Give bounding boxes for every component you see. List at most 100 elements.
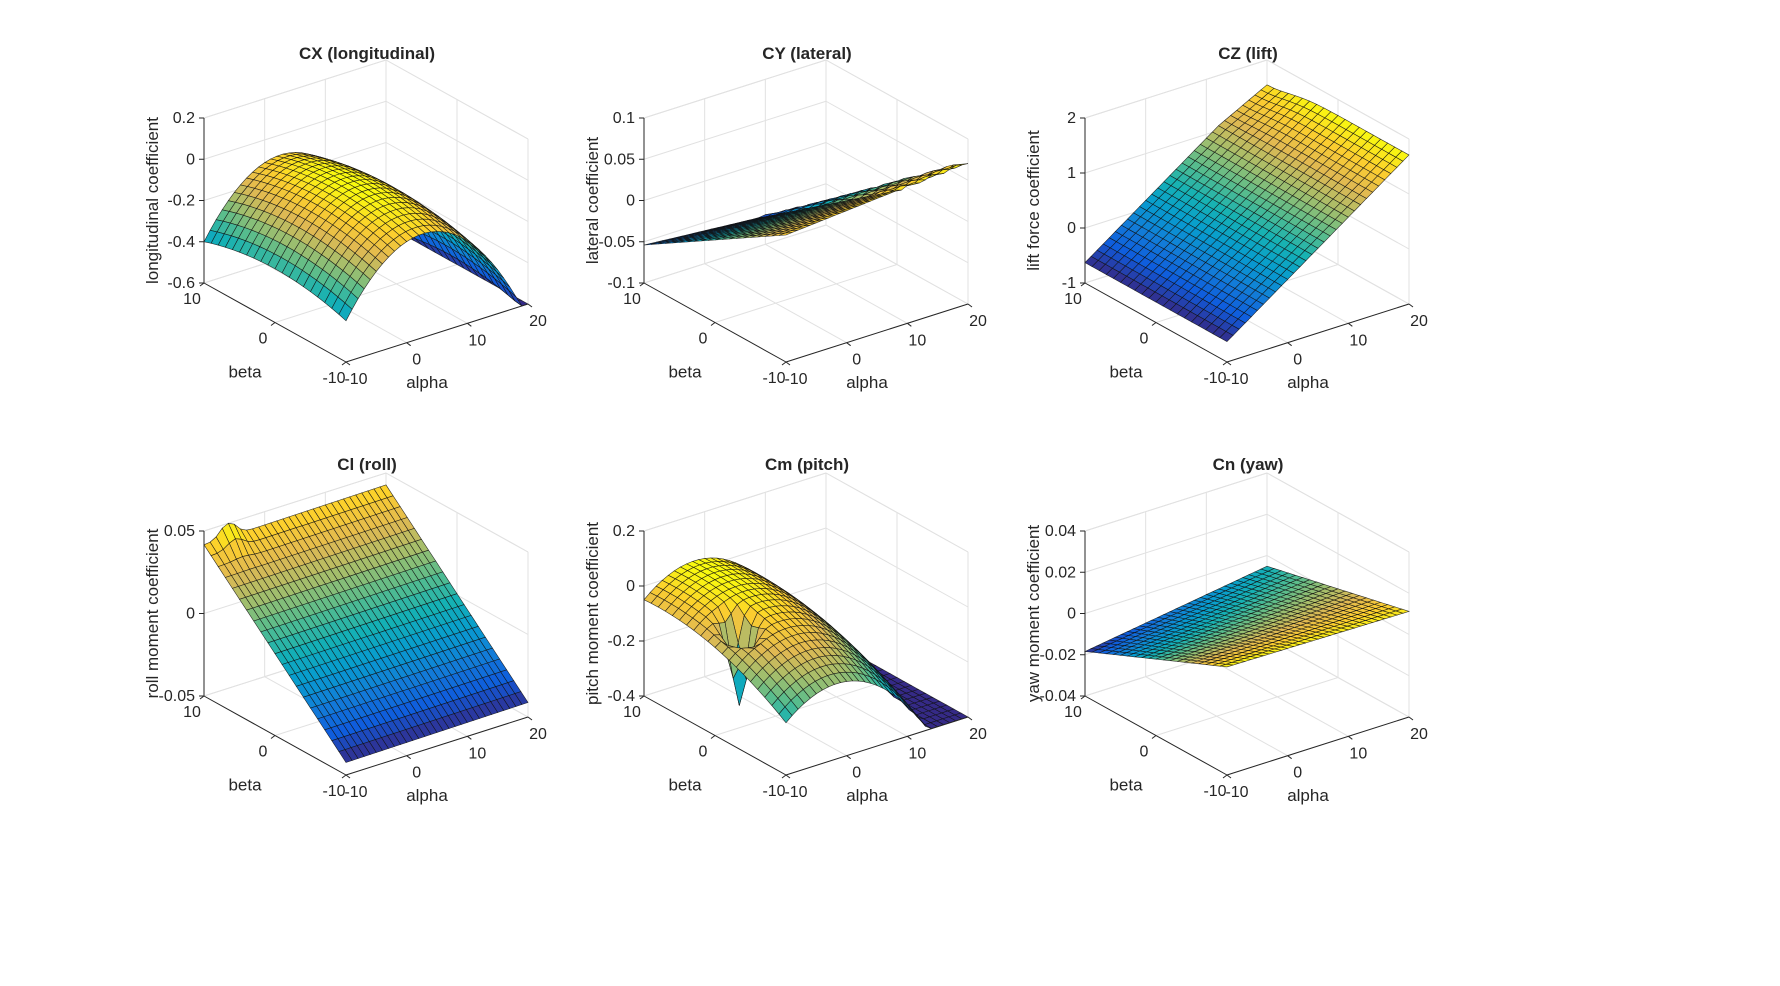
grid-line: [1266, 513, 1410, 594]
x-tick-mark: [1287, 755, 1292, 760]
box-edge: [643, 59, 827, 119]
x-tick-label: -10: [344, 371, 367, 388]
grid-line: [825, 582, 969, 663]
x-tick-label: -10: [1225, 371, 1248, 388]
x-tick-label: 0: [412, 765, 421, 782]
box-edge: [203, 472, 387, 532]
x-tick-mark: [785, 774, 791, 779]
z-tick-label: 1: [1067, 165, 1076, 182]
x-tick-mark: [1226, 774, 1232, 779]
z-tick-label: -0.2: [167, 193, 195, 210]
grid-line: [385, 100, 529, 181]
x-tick-label: 20: [1410, 726, 1428, 743]
z-tick-label: -0.4: [607, 688, 635, 705]
x-axis-line: [785, 303, 969, 363]
z-tick-label: 0.04: [1045, 523, 1076, 540]
x-tick-label: 20: [529, 313, 547, 330]
z-tick-label: -0.2: [607, 633, 635, 650]
x-tick-mark: [345, 361, 351, 366]
surface-plot: [643, 557, 969, 729]
surface-patch: [338, 302, 353, 322]
x-tick-label: -10: [784, 371, 807, 388]
z-tick-label: 0: [186, 606, 195, 623]
z-tick-label: 0.02: [1045, 564, 1076, 581]
z-axis-label: pitch moment coefficient: [583, 522, 602, 705]
y-tick-mark: [781, 774, 787, 779]
surface-plot: [1084, 84, 1410, 342]
z-tick-label: 0.05: [164, 523, 195, 540]
z-tick-label: -0.05: [159, 688, 196, 705]
x-tick-mark: [1408, 716, 1414, 721]
x-tick-label: 20: [529, 726, 547, 743]
z-tick-label: 0: [626, 578, 635, 595]
z-axis-label: yaw moment coefficient: [1024, 525, 1043, 703]
grid-line: [643, 183, 827, 243]
x-tick-label: -10: [344, 784, 367, 801]
x-tick-label: -10: [784, 784, 807, 801]
y-tick-mark: [781, 361, 787, 366]
x-tick-label: 20: [969, 313, 987, 330]
y-tick-mark: [270, 735, 276, 739]
z-tick-label: 0: [626, 193, 635, 210]
x-axis-line: [1226, 716, 1410, 776]
z-tick-label: 0: [186, 151, 195, 168]
subplot-title: CY (lateral): [762, 44, 851, 63]
surface-plot: [643, 163, 969, 246]
surface-patch: [338, 749, 353, 763]
x-tick-label: 10: [468, 332, 486, 349]
subplot-title: Cl (roll): [337, 455, 397, 474]
y-tick-mark: [1222, 361, 1228, 366]
y-tick-label: 10: [1064, 704, 1082, 721]
x-tick-mark: [1408, 303, 1414, 308]
surface-patch: [1219, 331, 1234, 342]
z-tick-label: -0.1: [607, 275, 635, 292]
x-axis-label: alpha: [406, 373, 448, 392]
z-axis-label: roll moment coefficient: [143, 528, 162, 698]
y-tick-label: 10: [1064, 291, 1082, 308]
grid-line: [825, 527, 969, 608]
y-tick-label: -10: [762, 370, 785, 387]
surface-plot: [1083, 565, 1410, 668]
y-tick-mark: [1151, 322, 1157, 326]
y-tick-label: -10: [1203, 370, 1226, 387]
grid-line: [643, 224, 827, 284]
x-tick-mark: [846, 342, 851, 347]
x-tick-label: 10: [1349, 745, 1367, 762]
x-axis-label: alpha: [1287, 786, 1329, 805]
grid-line: [274, 264, 458, 323]
box-edge: [643, 472, 827, 532]
z-tick-label: 0.1: [613, 110, 635, 127]
y-tick-label: 10: [623, 704, 641, 721]
x-axis-line: [345, 303, 529, 363]
surface-patch: [778, 232, 793, 236]
x-tick-mark: [1226, 361, 1232, 366]
box-edge: [385, 59, 529, 140]
grid-line: [643, 100, 827, 160]
y-tick-label: 0: [1140, 744, 1149, 761]
box-edge: [1266, 59, 1410, 140]
subplot-title: CZ (lift): [1218, 44, 1277, 63]
y-tick-mark: [1222, 774, 1228, 779]
y-tick-label: -10: [762, 783, 785, 800]
y-tick-label: 0: [259, 331, 268, 348]
grid-line: [643, 142, 827, 201]
x-tick-mark: [785, 361, 791, 366]
y-tick-mark: [341, 361, 347, 366]
z-tick-label: 0: [1067, 220, 1076, 237]
z-tick-label: -0.6: [167, 275, 195, 292]
x-axis-line: [1226, 303, 1410, 363]
z-tick-label: -0.02: [1040, 647, 1077, 664]
x-axis-label: alpha: [846, 373, 888, 392]
x-tick-mark: [527, 303, 533, 308]
x-tick-label: 10: [1349, 332, 1367, 349]
y-tick-label: 0: [699, 744, 708, 761]
x-tick-label: 10: [908, 745, 926, 762]
y-axis-label: beta: [1109, 363, 1143, 382]
y-tick-label: 0: [699, 331, 708, 348]
